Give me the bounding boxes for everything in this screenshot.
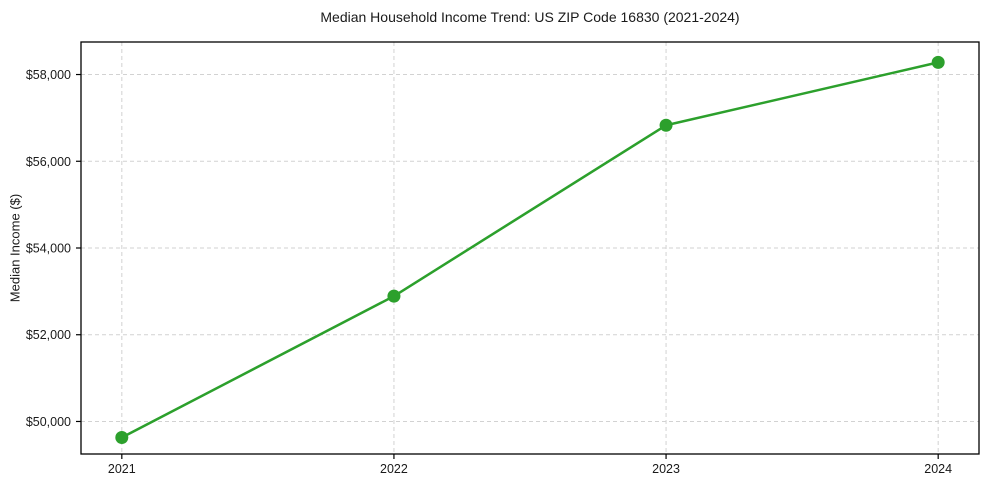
x-tick-label: 2021	[108, 462, 136, 476]
x-tick-label: 2022	[380, 462, 408, 476]
data-point-marker	[387, 289, 401, 303]
data-point-marker	[931, 55, 945, 69]
y-tick-label: $58,000	[26, 68, 71, 82]
data-point-marker	[659, 118, 673, 132]
x-tick-label: 2024	[924, 462, 952, 476]
y-tick-label: $54,000	[26, 242, 71, 256]
x-tick-label: 2023	[652, 462, 680, 476]
y-tick-label: $56,000	[26, 155, 71, 169]
data-point-marker	[115, 431, 129, 445]
chart-title: Median Household Income Trend: US ZIP Co…	[320, 9, 740, 25]
y-tick-label: $52,000	[26, 328, 71, 342]
y-tick-label: $50,000	[26, 415, 71, 429]
trend-line	[120, 61, 940, 439]
